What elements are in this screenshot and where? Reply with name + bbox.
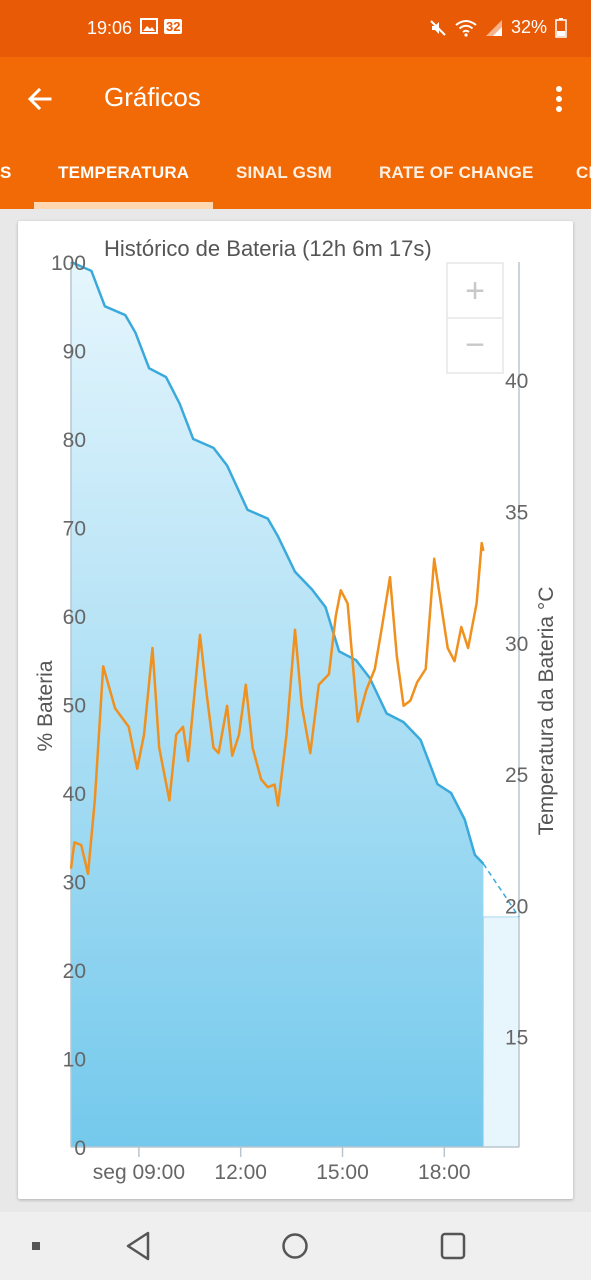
nav-home-icon[interactable] (281, 1230, 309, 1262)
y-left-tick-label: 70 (63, 518, 86, 541)
signal-icon (485, 19, 502, 36)
y-left-tick-label: 80 (63, 429, 86, 452)
x-tick-label: seg 09:00 (93, 1161, 185, 1184)
arrow-back-icon[interactable] (22, 81, 58, 117)
chart-title: Histórico de Bateria (12h 6m 17s) (104, 236, 432, 261)
y-right-axis-label: Temperatura da Bateria °C (535, 587, 558, 836)
y-left-tick-label: 20 (63, 960, 86, 983)
x-tick-label: 12:00 (214, 1161, 267, 1184)
y-right-tick-label: 15 (505, 1027, 528, 1050)
y-left-tick-label: 10 (63, 1049, 86, 1072)
tab-indicator (34, 202, 213, 209)
mute-icon (430, 19, 446, 36)
y-left-axis-label: % Bateria (34, 660, 57, 751)
tab-temperatura[interactable]: TEMPERATURA (58, 163, 190, 182)
battery-icon (555, 17, 567, 38)
battery-history-chart[interactable]: Histórico de Bateria (12h 6m 17s) % Bate… (18, 221, 573, 1199)
x-tick-label: 15:00 (316, 1161, 369, 1184)
tab-partial-right[interactable]: CI (576, 163, 591, 182)
y-left-tick-label: 0 (74, 1137, 86, 1160)
system-nav-bar (0, 1212, 591, 1280)
zoom-in-button[interactable]: + (465, 272, 485, 310)
y-right-tick-label: 25 (505, 764, 528, 787)
status-time: 19:06 (87, 18, 133, 38)
battery-area-fill (71, 262, 484, 1147)
y-left-tick-label: 100 (51, 252, 86, 275)
y-right-tick-label: 20 (505, 895, 528, 918)
notification-icons: 32 (140, 18, 183, 34)
status-bar: 19:06 32 32% (0, 0, 591, 57)
y-left-tick-label: 40 (63, 783, 86, 806)
battery-percent: 32% (510, 17, 547, 37)
projection-area (482, 916, 520, 1148)
more-vert-icon[interactable] (547, 83, 571, 115)
status-right: 32% (429, 17, 567, 38)
y-right-tick-label: 35 (505, 502, 528, 525)
y-left-tick-label: 50 (63, 695, 86, 718)
y-right-tick-label: 30 (505, 633, 528, 656)
image-icon (140, 18, 158, 34)
zoom-out-button[interactable]: − (465, 326, 485, 364)
temperature-line (69, 541, 485, 876)
y-left-tick-label: 60 (63, 606, 86, 629)
nav-back-icon[interactable] (124, 1230, 154, 1262)
y-left-tick-label: 90 (63, 341, 86, 364)
chart-card: Histórico de Bateria (12h 6m 17s) % Bate… (18, 221, 573, 1199)
y-left-tick-label: 30 (63, 872, 86, 895)
tab-rate-of-change[interactable]: RATE OF CHANGE (379, 163, 534, 182)
battery-line (70, 260, 485, 865)
nav-overview-icon[interactable] (439, 1230, 467, 1262)
battery-projection-line (482, 863, 520, 918)
recent-dot-icon[interactable] (30, 1240, 42, 1252)
tab-bar: S TEMPERATURA SINAL GSM RATE OF CHANGE C… (0, 140, 591, 209)
app-bar: Gráficos (0, 57, 591, 140)
zoom-controls: + − (446, 262, 504, 374)
wifi-icon (455, 19, 477, 37)
calendar-badge-icon: 32 (164, 18, 183, 34)
tab-partial-left[interactable]: S (0, 163, 12, 182)
tab-sinal-gsm[interactable]: SINAL GSM (236, 163, 332, 182)
y-right-tick-label: 40 (505, 370, 528, 393)
page-title: Gráficos (104, 82, 201, 112)
x-tick-label: 18:00 (418, 1161, 471, 1184)
